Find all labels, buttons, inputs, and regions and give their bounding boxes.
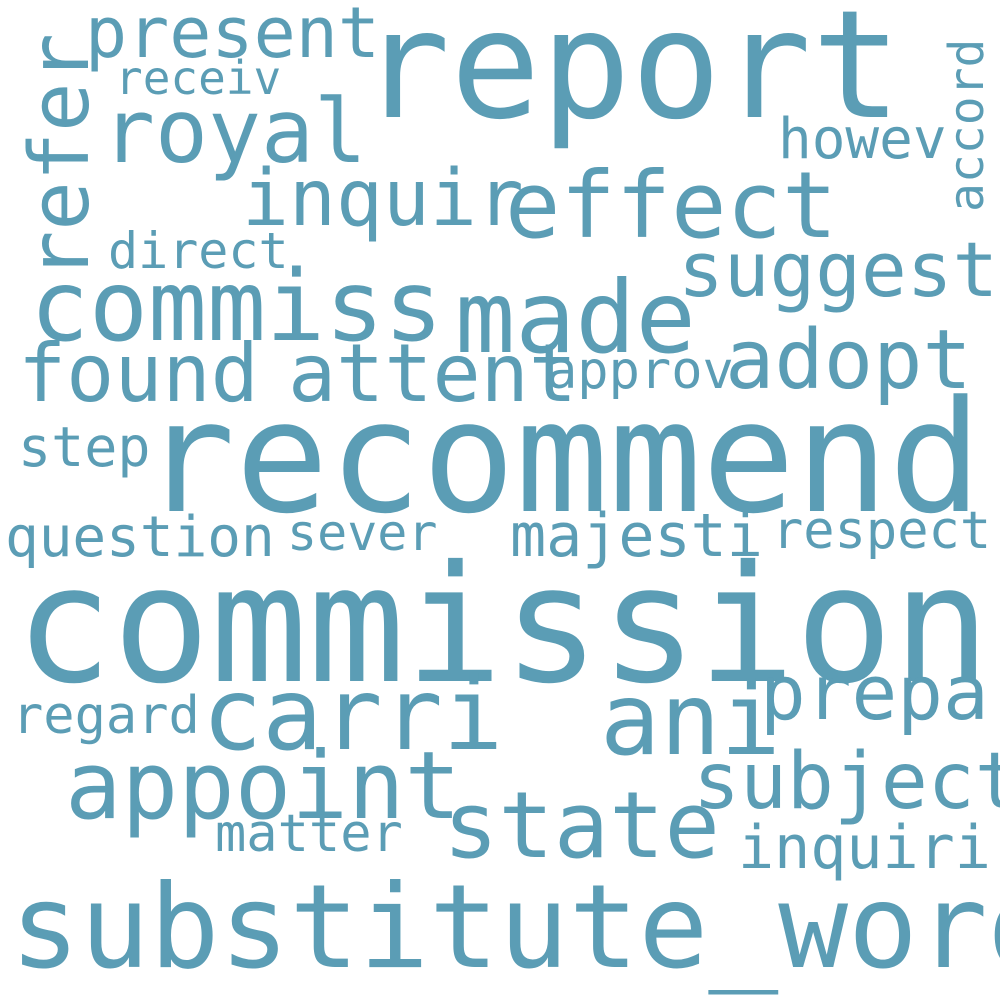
word-substitute-word: substitute_word [10,860,1000,995]
word-refer: refer [13,33,108,280]
word-inquiri: inquiri [738,813,991,883]
word-regard: regard [12,686,200,746]
word-recommend: recommend [142,367,982,548]
word-found: found [18,327,259,420]
word-question: question [5,505,275,570]
word-direct: direct [108,222,289,280]
word-approv: approv [546,341,734,401]
word-carri: carri [202,656,504,773]
word-suggest: suggest [678,225,999,314]
word-appoint: appoint [65,732,462,841]
word-commiss: commiss [30,250,444,364]
word-royal: royal [102,80,367,183]
word-adopt: adopt [725,313,972,408]
word-receiv: receiv [115,51,282,105]
word-state: state [443,772,720,879]
word-report: report [360,0,902,153]
word-respect: respect [772,501,992,561]
word-made: made [455,259,696,376]
word-commission: commission [15,532,991,720]
word-matter: matter [215,804,403,864]
word-ani: ani [600,661,781,778]
word-inquir: inquir [242,154,524,244]
word-step: step [18,415,151,479]
word-attent: attent [288,327,577,420]
word-subject: subject [693,737,1000,827]
word-howev: howev [778,107,947,172]
word-sever: sever [287,504,438,562]
word-present: present [85,0,381,74]
word-accord: accord [939,38,995,212]
word-majesti: majesti [510,501,763,571]
word-effect: effect [505,152,838,259]
